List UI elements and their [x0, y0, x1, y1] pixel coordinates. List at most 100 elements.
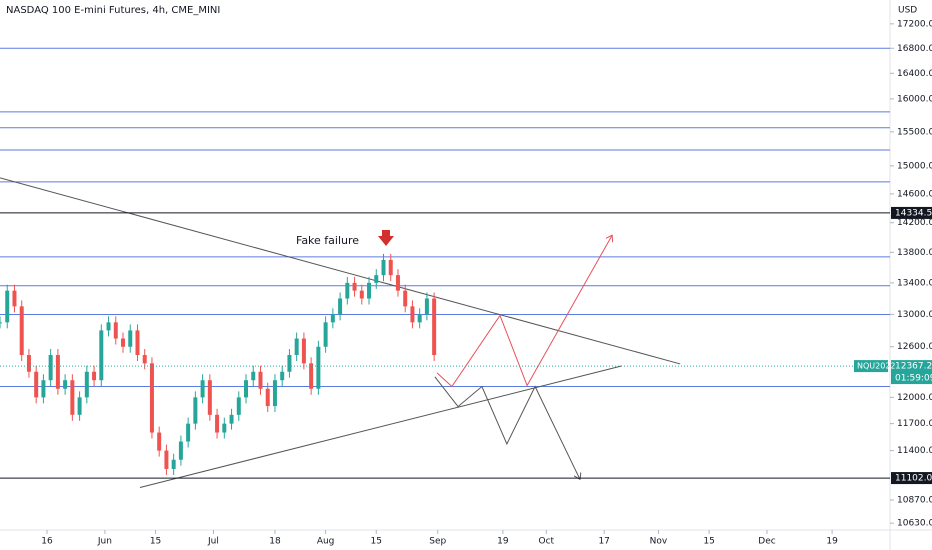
y-tick-label: 16400.00 — [897, 69, 932, 79]
candle — [338, 298, 343, 315]
candle — [5, 290, 10, 323]
candle — [34, 371, 39, 398]
candle — [309, 363, 314, 389]
price-tag-label: 12367.25 — [895, 362, 932, 372]
candle — [106, 322, 111, 331]
price-tag-label: 11102.00 — [895, 474, 932, 484]
x-tick-label: Dec — [758, 537, 775, 547]
x-tick-label: 19 — [826, 537, 838, 547]
candle — [330, 314, 335, 323]
candle — [403, 290, 408, 307]
candle — [193, 397, 198, 424]
y-tick-label: 15500.00 — [897, 127, 932, 137]
candle — [258, 371, 263, 389]
annotation: Fake failure — [296, 234, 359, 247]
x-tick-label: Nov — [650, 537, 668, 547]
x-tick-label: 15 — [703, 537, 714, 547]
candle — [142, 355, 147, 364]
candle — [171, 459, 176, 469]
y-tick-label: 14600.00 — [897, 189, 932, 199]
x-tick-label: 16 — [41, 537, 53, 547]
y-tick-label: 16000.00 — [897, 94, 932, 104]
candle — [345, 282, 350, 299]
candle — [84, 371, 89, 398]
y-tick-label: 11400.00 — [897, 446, 932, 456]
x-tick-label: Sep — [429, 537, 446, 547]
candle — [424, 298, 429, 315]
y-tick-label: 13400.00 — [897, 278, 932, 288]
candle — [359, 290, 364, 299]
candle — [200, 380, 205, 398]
projection-path — [434, 376, 580, 479]
candle — [48, 355, 53, 381]
y-tick-label: 10630.00 — [897, 519, 932, 529]
candle — [19, 306, 24, 356]
candle — [99, 330, 104, 381]
y-tick-label: 11700.00 — [897, 419, 932, 429]
x-tick-label: Oct — [539, 537, 555, 547]
candle — [12, 290, 17, 307]
x-tick-label: 19 — [497, 537, 509, 547]
y-tick-label: 16800.00 — [897, 44, 932, 54]
x-tick-label: 17 — [598, 537, 609, 547]
y-tick-label: 10870.00 — [897, 495, 932, 505]
candle — [229, 414, 234, 424]
candle — [432, 298, 437, 356]
candle — [77, 397, 82, 415]
candle — [417, 314, 422, 323]
candle — [149, 363, 154, 433]
candle — [186, 423, 191, 442]
candle — [215, 414, 220, 433]
symbol-tag — [854, 360, 888, 373]
candle — [294, 338, 299, 356]
candle — [26, 355, 31, 372]
price-tag-label: 14334.50 — [895, 208, 932, 218]
candle — [113, 322, 118, 339]
price-tag — [891, 206, 932, 219]
trend-line — [0, 177, 681, 365]
candle — [280, 371, 285, 381]
y-tick-label: 13800.00 — [897, 248, 932, 258]
y-tick-label: 17200.00 — [897, 19, 932, 29]
candle — [63, 380, 68, 389]
candle — [0, 322, 2, 324]
x-tick-label: 15 — [150, 537, 161, 547]
y-tick-label: 14200.00 — [897, 218, 932, 228]
candle — [381, 259, 386, 276]
currency: USD — [898, 6, 917, 16]
x-tick-label: 15 — [371, 537, 382, 547]
arrow-icon — [378, 230, 394, 246]
price-tag — [891, 472, 932, 485]
candle — [70, 380, 75, 415]
candle — [244, 380, 249, 398]
candle — [55, 355, 60, 389]
candle — [222, 423, 227, 433]
price-tag — [891, 360, 932, 385]
candle — [207, 380, 212, 415]
x-tick-label: 18 — [269, 537, 281, 547]
candle — [121, 338, 126, 347]
candle — [352, 282, 357, 291]
countdown: 01:59:09 — [895, 374, 932, 384]
chart-title: NASDAQ 100 E-mini Futures, 4h, CME_MINI — [6, 5, 220, 16]
y-tick-label: 13000.00 — [897, 310, 932, 320]
candle — [301, 338, 306, 364]
candle — [157, 432, 162, 451]
x-tick-label: Aug — [317, 537, 335, 547]
candle — [374, 275, 379, 283]
y-tick-label: 12000.00 — [897, 393, 932, 403]
candle — [92, 371, 97, 381]
candle — [164, 450, 169, 469]
candle — [265, 388, 270, 407]
candle — [251, 371, 256, 381]
candle — [316, 346, 321, 389]
candle — [128, 330, 133, 347]
candle — [236, 397, 241, 415]
candle — [388, 259, 393, 276]
candle — [287, 355, 292, 372]
candle — [135, 330, 140, 356]
candle — [41, 380, 46, 398]
x-tick-label: Jun — [97, 537, 112, 547]
candle — [395, 275, 400, 291]
